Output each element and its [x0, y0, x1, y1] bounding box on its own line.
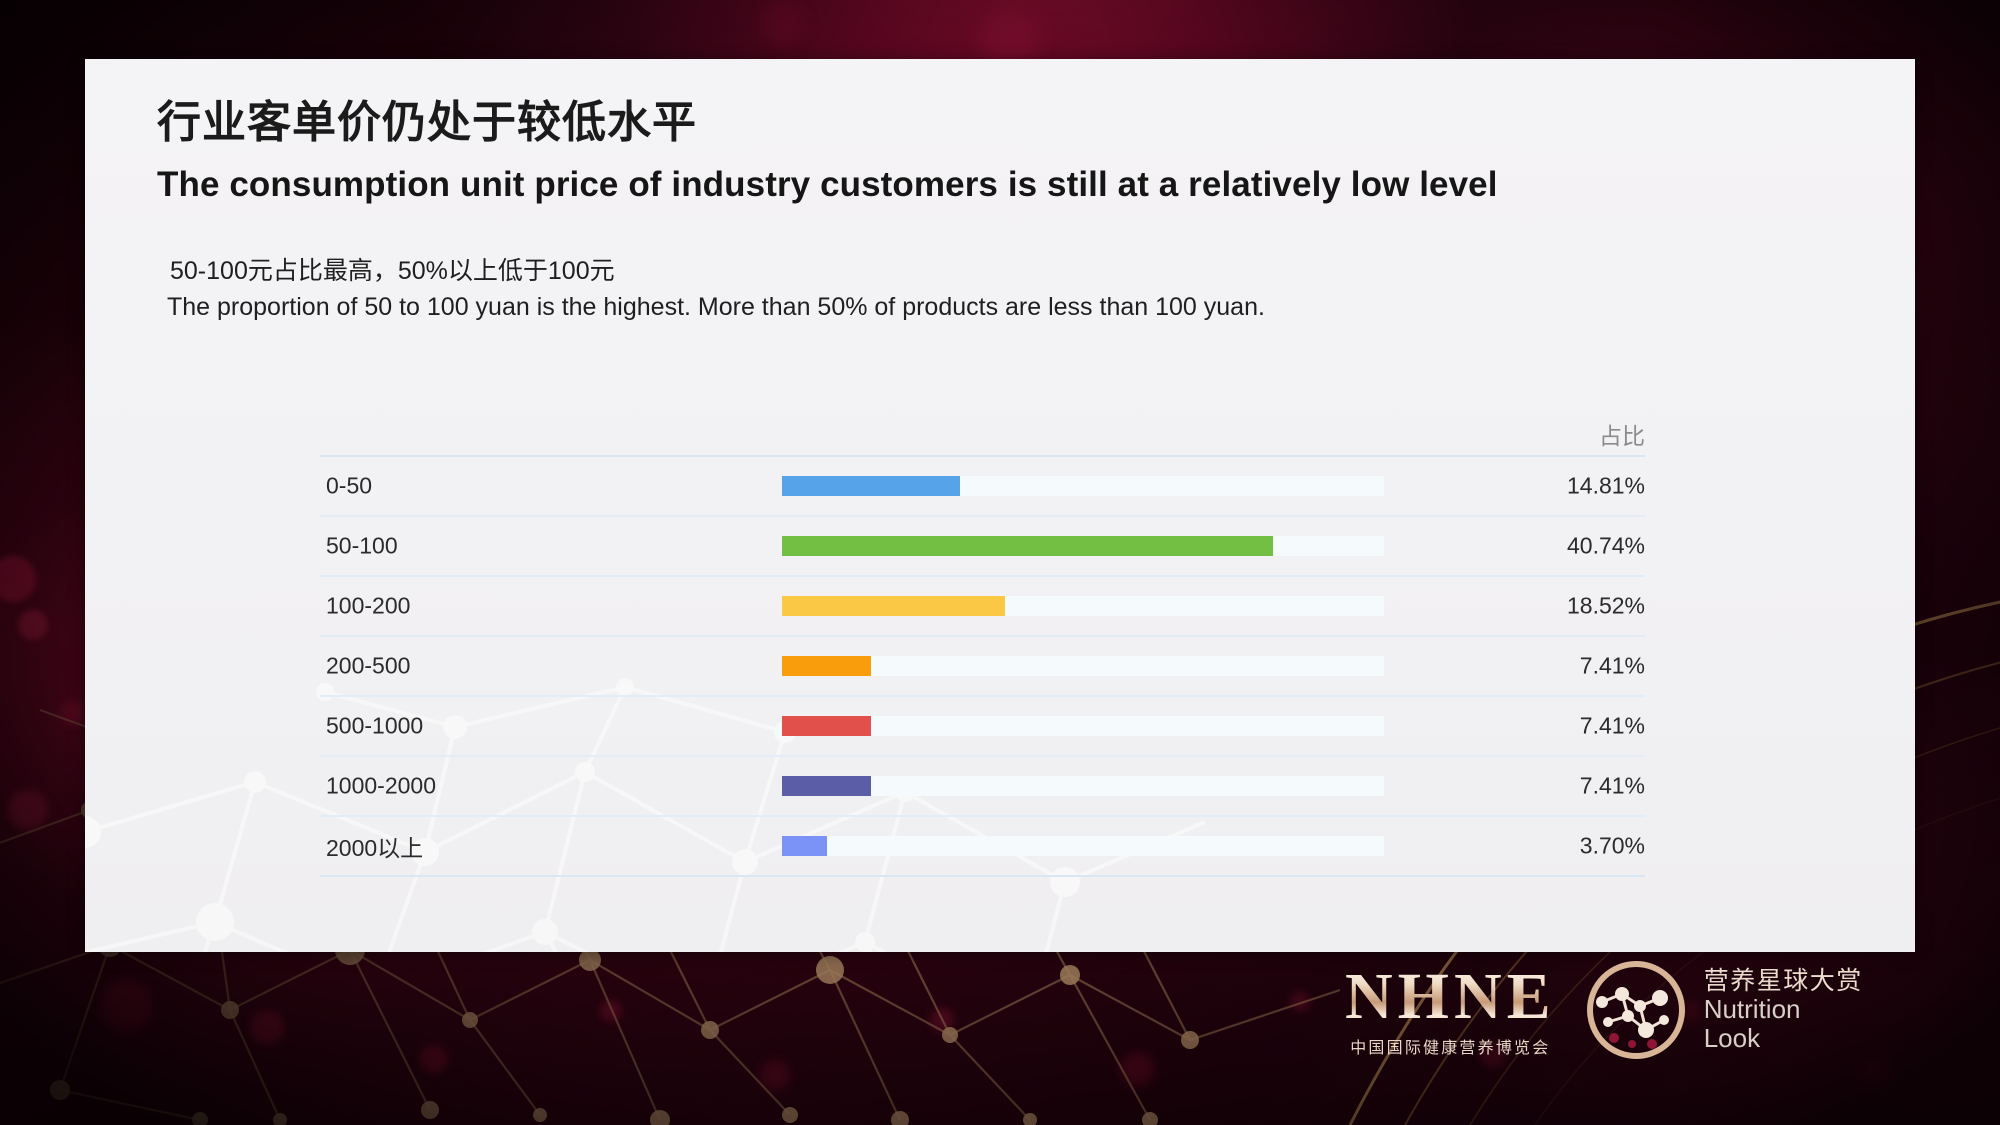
page-title-cn: 行业客单价仍处于较低水平	[157, 98, 697, 147]
nutrition-look-text: 营养星球大赏 Nutrition Look	[1704, 967, 1863, 1053]
row-category-label: 2000以上	[326, 835, 424, 861]
table-row: 100-200 18.52%	[320, 577, 1645, 637]
lead-text-en: The proportion of 50 to 100 yuan is the …	[167, 293, 1265, 321]
bar-track	[782, 476, 1384, 496]
footer-logos: NHNE 中国国际健康营养博览会	[1345, 958, 1863, 1062]
bar-fill	[782, 836, 827, 856]
lead-text-cn: 50-100元占比最高，50%以上低于100元	[170, 257, 615, 285]
table-row: 50-100 40.74%	[320, 517, 1645, 577]
bar-track	[782, 596, 1384, 616]
table-row: 1000-2000 7.41%	[320, 757, 1645, 817]
proportion-bar-chart: 占比 0-50 14.81% 50-100 40.74% 100-200 18.52% 20…	[320, 411, 1645, 877]
nhne-subtitle: 中国国际健康营养博览会	[1350, 1039, 1551, 1057]
row-category-label: 200-500	[326, 652, 411, 679]
bar-track	[782, 536, 1384, 556]
table-row: 200-500 7.41%	[320, 637, 1645, 697]
row-value-label: 3.70%	[1579, 832, 1645, 859]
chart-header-row: 占比	[320, 411, 1645, 457]
row-category-label: 50-100	[326, 532, 398, 559]
nhne-logo: NHNE 中国国际健康营养博览会	[1345, 959, 1556, 1057]
row-value-label: 14.81%	[1566, 472, 1645, 499]
row-value-label: 18.52%	[1566, 592, 1645, 619]
row-value-label: 7.41%	[1579, 652, 1645, 679]
row-value-label: 7.41%	[1579, 712, 1645, 739]
bar-fill	[782, 716, 872, 736]
row-value-label: 40.74%	[1566, 532, 1645, 559]
value-column-header: 占比	[1599, 423, 1645, 449]
nutrition-look-en-line2: Look	[1703, 1023, 1761, 1053]
table-row: 0-50 14.81%	[320, 457, 1645, 517]
nhne-wordmark: NHNE	[1345, 959, 1556, 1033]
row-category-label: 100-200	[326, 592, 411, 619]
row-category-label: 500-1000	[326, 712, 424, 739]
bar-fill	[782, 596, 1005, 616]
slide-card: 行业客单价仍处于较低水平 The consumption unit price …	[85, 59, 1915, 952]
row-category-label: 1000-2000	[326, 772, 436, 799]
bar-fill	[782, 476, 961, 496]
row-category-label: 0-50	[326, 472, 373, 499]
chart-rows: 0-50 14.81% 50-100 40.74% 100-200 18.52% 200-5…	[320, 457, 1645, 877]
bar-track	[782, 776, 1384, 796]
nutrition-network-icon	[1586, 961, 1685, 1059]
nutrition-look-logo: 营养星球大赏 Nutrition Look	[1584, 958, 1863, 1062]
bar-fill	[782, 656, 872, 676]
bar-track	[782, 836, 1384, 856]
page-title-en: The consumption unit price of industry c…	[157, 165, 1498, 204]
bar-track	[782, 656, 1384, 676]
nutrition-look-cn: 营养星球大赏	[1703, 966, 1863, 995]
nutrition-look-en-line1: Nutrition	[1703, 993, 1801, 1024]
table-row: 500-1000 7.41%	[320, 697, 1645, 757]
bar-fill	[782, 776, 872, 796]
bar-track	[782, 716, 1384, 736]
bar-fill	[782, 536, 1273, 556]
row-value-label: 7.41%	[1579, 772, 1645, 799]
table-row: 2000以上 3.70%	[320, 817, 1645, 877]
